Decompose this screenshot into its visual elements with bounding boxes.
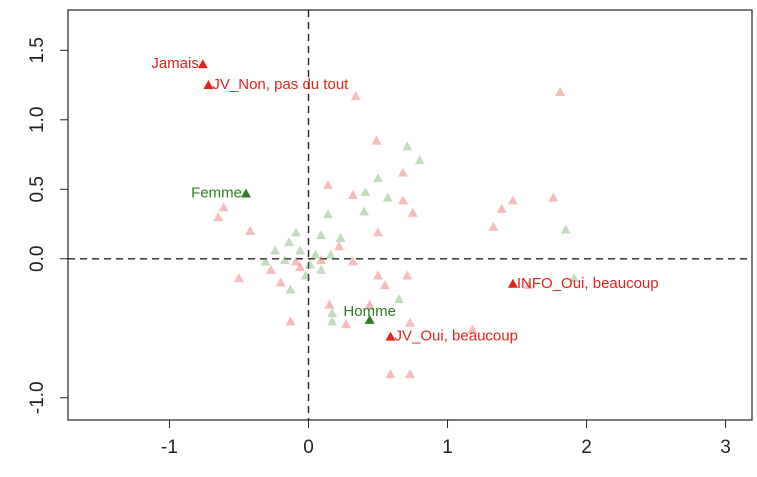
point (507, 278, 518, 288)
point (327, 316, 338, 326)
x-tick-label: 0 (303, 437, 314, 458)
point (341, 319, 352, 329)
point (316, 255, 327, 265)
point (360, 187, 371, 197)
point (316, 230, 327, 240)
point (467, 324, 478, 334)
point (385, 331, 396, 341)
point (218, 202, 229, 212)
point (260, 256, 271, 266)
point (405, 317, 415, 327)
point (285, 316, 296, 326)
point (279, 255, 290, 265)
point (402, 270, 413, 280)
point (240, 188, 251, 198)
point (285, 284, 296, 294)
point (407, 207, 418, 217)
x-tick-label: -1 (161, 437, 178, 458)
point (335, 232, 346, 242)
point (555, 87, 566, 96)
y-tick-label: 1.5 (27, 37, 48, 63)
point (316, 264, 327, 274)
y-tick-label: -1.0 (27, 381, 48, 414)
point (270, 245, 281, 255)
point-label: Homme (343, 303, 396, 320)
point (548, 192, 559, 202)
point (569, 273, 580, 283)
point (291, 256, 301, 266)
point (373, 227, 384, 237)
point (310, 249, 321, 259)
point (348, 256, 358, 266)
x-tick-label: 1 (442, 437, 453, 458)
point (284, 237, 295, 247)
point (322, 180, 333, 190)
point (234, 273, 244, 283)
point-label: JV_Oui, beaucoup (395, 328, 518, 345)
point (507, 195, 518, 205)
point (295, 245, 306, 255)
point-label: Femme (191, 184, 242, 201)
point (523, 280, 534, 290)
point (382, 192, 393, 202)
point (496, 203, 507, 213)
x-tick-label: 3 (720, 437, 731, 458)
point (364, 314, 375, 324)
point (304, 259, 315, 269)
point (295, 262, 306, 272)
point (393, 294, 404, 304)
point-label: INFO_Oui, beaucoup (517, 275, 659, 292)
point (275, 277, 286, 287)
point (488, 221, 499, 231)
point (402, 141, 413, 151)
point (322, 209, 333, 219)
point (300, 270, 311, 280)
point (373, 270, 384, 280)
y-tick-label: 1.0 (27, 107, 48, 133)
point (371, 135, 382, 145)
point (350, 91, 361, 101)
point (203, 80, 214, 90)
point (398, 195, 409, 205)
plot-frame (67, 9, 753, 421)
point (213, 212, 224, 222)
point (197, 59, 208, 69)
point (324, 299, 335, 309)
point-label: JV_Non, pas du tout (212, 76, 349, 93)
point (327, 307, 338, 317)
y-tick-label: 0.5 (27, 176, 48, 202)
point (560, 224, 571, 234)
point (398, 167, 409, 177)
point (291, 227, 301, 237)
point (334, 241, 345, 251)
point (359, 206, 370, 216)
point (265, 264, 276, 274)
x-tick-label: 2 (581, 437, 592, 458)
point (325, 249, 336, 259)
point (385, 369, 396, 379)
point (379, 280, 390, 290)
point-label: Jamais (151, 55, 199, 72)
point (405, 369, 415, 379)
point (373, 173, 384, 183)
point (245, 225, 256, 235)
y-tick-label: 0.0 (27, 246, 48, 272)
point (364, 299, 375, 309)
point (414, 155, 425, 165)
point (348, 189, 358, 199)
